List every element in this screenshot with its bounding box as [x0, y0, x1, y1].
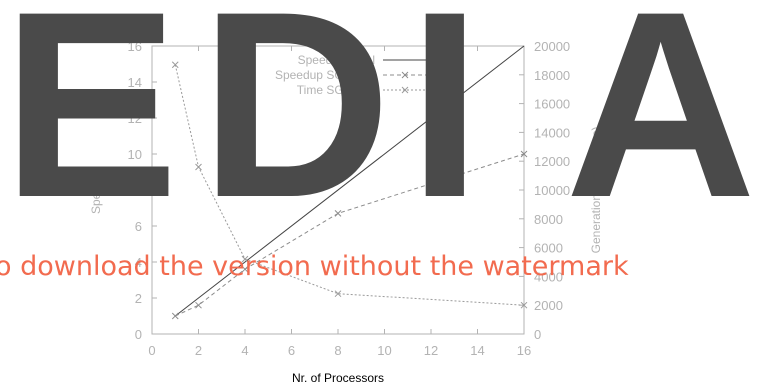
legend-label: Time SGI-O2K	[297, 83, 375, 97]
legend-label: Speedup Ideal	[298, 53, 375, 67]
y-tick-label: 16	[128, 39, 142, 54]
watermark-text: o download the version without the water…	[0, 251, 629, 282]
data-point	[171, 312, 179, 320]
watermark-letter-e: E	[2, 0, 179, 253]
data-point	[195, 301, 202, 309]
y-tick-label: 4	[135, 255, 142, 270]
y-tick-label: 14	[128, 75, 142, 90]
y2-tick-label: 10000	[534, 183, 570, 198]
y2-tick-label: 18000	[534, 68, 570, 83]
watermark-letter-a: A	[565, 0, 756, 253]
point-marker	[334, 290, 342, 298]
x-tick-label: 10	[377, 343, 391, 358]
x-tick-label: 8	[334, 343, 341, 358]
data-point	[195, 163, 202, 171]
data-point	[520, 301, 528, 309]
legend-label: Speedup SGI-O2K	[275, 68, 375, 82]
y-tick-label: 8	[135, 183, 142, 198]
y2-tick-label: 16000	[534, 97, 570, 112]
data-point	[241, 255, 249, 263]
x-tick-label: 16	[517, 343, 531, 358]
point-marker	[171, 312, 179, 320]
y2-tick-label: 4000	[534, 269, 563, 284]
y-tick-label: 12	[128, 111, 142, 126]
x-tick-label: 2	[195, 343, 202, 358]
watermark: E D I A o download the version without t…	[0, 0, 756, 282]
point-marker	[520, 301, 528, 309]
watermark-letter-i: I	[408, 0, 482, 253]
y2-axis-label: Generation Time (Secs)	[589, 127, 603, 254]
y-axis-label: Speedup	[89, 166, 103, 214]
y-tick-label: 2	[135, 291, 142, 306]
y2-tick-label: 14000	[534, 125, 570, 140]
series-lines	[171, 45, 528, 320]
y-tick-label: 10	[128, 147, 142, 162]
legend-marker	[401, 71, 409, 79]
x-tick-label: 12	[424, 343, 438, 358]
x-tick-label: 6	[288, 343, 295, 358]
point-marker	[171, 61, 179, 69]
point-marker	[520, 150, 528, 158]
y-tick-label: 0	[135, 327, 142, 342]
x-tick-label: 0	[148, 343, 155, 358]
x-tick-label: 14	[470, 343, 484, 358]
x-tick-label: 4	[241, 343, 248, 358]
y-tick-label: 6	[135, 219, 142, 234]
watermark-letter-d: D	[200, 0, 391, 253]
data-point	[334, 290, 342, 298]
x-axis-label: Nr. of Processors	[292, 371, 384, 385]
y2-tick-label: 20000	[534, 39, 570, 54]
data-point	[241, 265, 249, 273]
point-marker	[241, 255, 249, 263]
data-point	[171, 61, 179, 69]
point-marker	[241, 265, 249, 273]
series-line-1	[174, 45, 525, 317]
y2-tick-label: 2000	[534, 298, 563, 313]
y2-tick-label: 8000	[534, 212, 563, 227]
y2-tick-label: 0	[534, 327, 541, 342]
tick-labels: 0 2 4 6 8 10 12 14 16024681012141602000400060008…	[128, 39, 571, 358]
legend-marker	[401, 86, 409, 94]
data-point	[334, 210, 342, 217]
axes	[151, 45, 525, 335]
data-point	[520, 150, 528, 158]
point-marker	[334, 210, 342, 217]
y2-tick-label: 6000	[534, 241, 563, 256]
y2-tick-label: 12000	[534, 154, 570, 169]
point-marker	[195, 163, 202, 171]
point-marker	[195, 301, 202, 309]
